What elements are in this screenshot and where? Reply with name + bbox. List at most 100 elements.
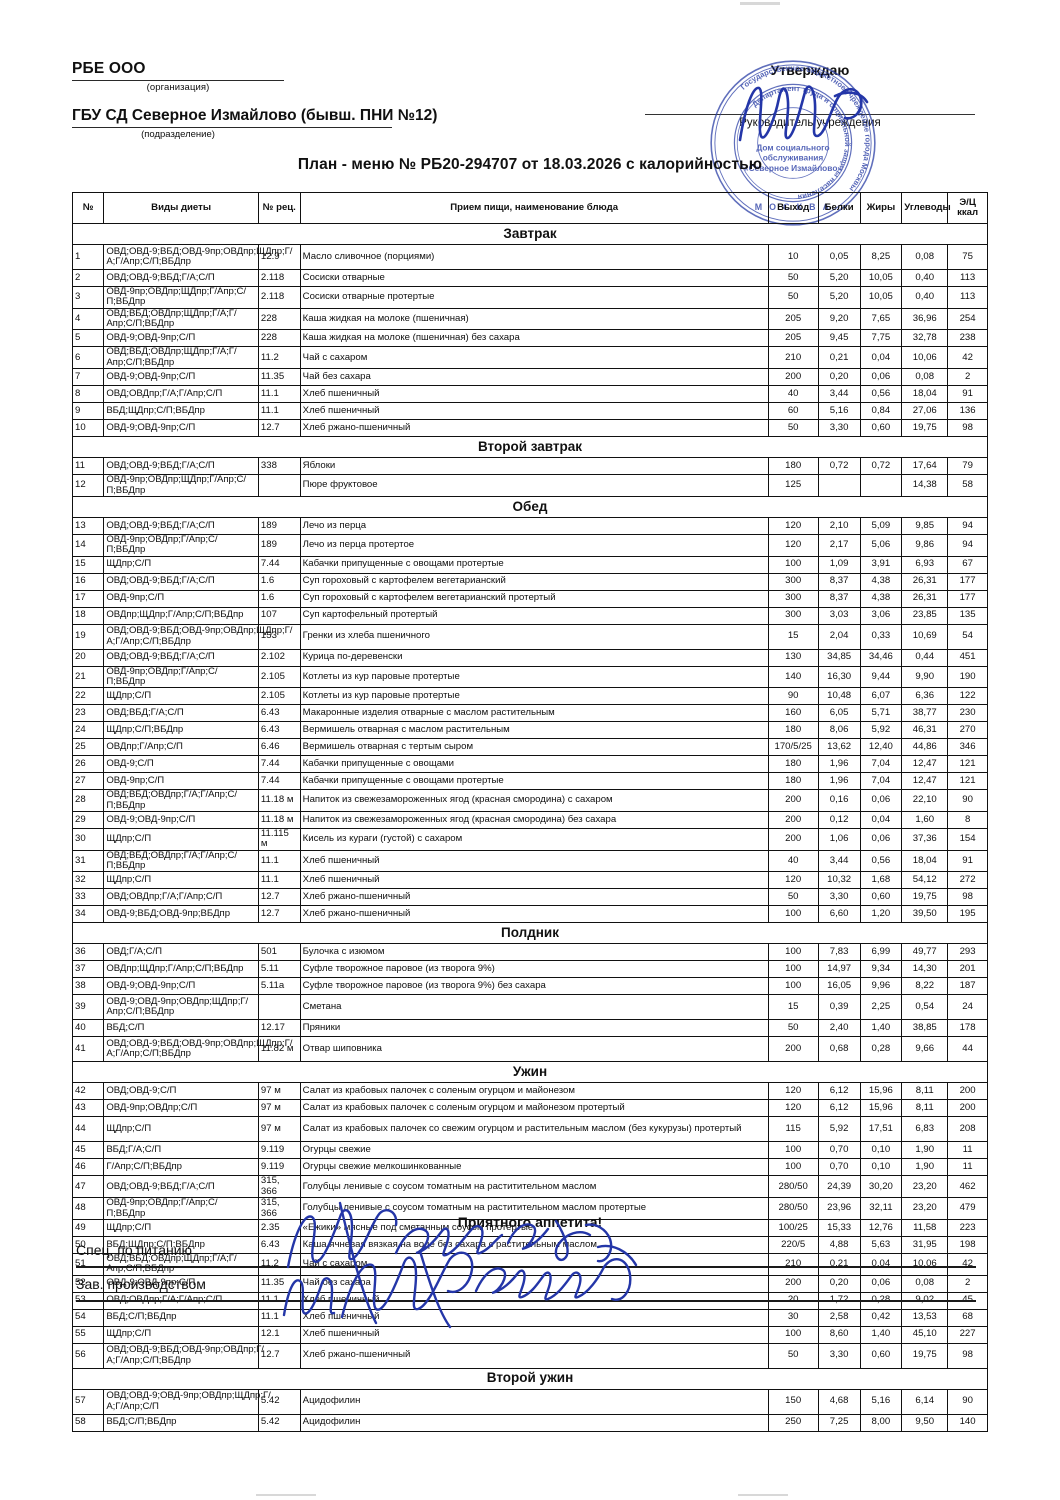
row-carbs: 10,06 [901,346,949,370]
row-dish-name: Котлеты из кур паровые протертые [299,687,769,706]
meal-section-label: Второй ужин [72,1367,988,1390]
row-diet-types: ОВД-9пр;ОВДпр;Г/Апр;С/П;ВБДпр [103,533,259,557]
row-protein: 2,10 [817,516,861,535]
table-row: 17 ОВД-9пр;С/П 1.6 Суп гороховый с картофел… [71,589,988,608]
row-kcal: 44 [947,1036,988,1063]
row-protein: 16,05 [817,977,861,996]
row-protein: 5,92 [817,1116,861,1143]
row-output: 210 [767,346,819,370]
row-kcal: 293 [947,943,988,962]
row-carbs: 18,04 [901,849,949,873]
row-diet-types: ОВД;ВБД;ОВДпр;Г/А;Г/Апр;С/П;ВБДпр [103,849,259,873]
row-recipe-number: 6.43 [257,704,301,723]
row-diet-types: ОВД-9пр;ОВДпр;ЩДпр;Г/Апр;С/П;ВБДпр [103,474,259,497]
table-row: 16 ОВД;ОВД-9;ВБД;Г/А;С/П 1.6 Суп гороховый … [71,572,988,591]
row-recipe-number: 7.44 [257,772,301,791]
footer-rule-2 [76,1300,976,1302]
row-dish-name: Хлеб пшеничный [299,849,769,873]
row-protein: 4,68 [817,1388,861,1415]
row-dish-name: Хлеб ржано-пшеничный [299,1342,769,1369]
row-recipe-number: 12.7 [257,905,301,924]
meal-section-label: Ужин [72,1061,988,1084]
row-protein: 6,05 [817,704,861,723]
row-protein: 0,21 [817,346,861,370]
row-dish-name: Хлеб пшеничный [299,1308,769,1327]
col-header-kcal: Э/Ц ккал [947,192,988,224]
col-header-dish: Прием пищи, наименование блюда [299,192,769,224]
row-dish-name: Вермишель отварная с тертым сыром [299,738,769,757]
row-carbs: 14,30 [901,960,949,979]
row-diet-types: ОВД-9;ОВД-9пр;С/П [103,811,259,830]
row-fat: 7,04 [859,772,903,791]
row-diet-types: ОВД;ОВД-9;ВБД;Г/А;С/П [103,648,259,667]
row-dish-name: Хлеб пшеничный [299,402,769,421]
row-number: 15 [71,555,105,574]
table-row: 57 ОВД;ОВД-9;ОВД-9пр;ОВДпр;ЩДпр;Г/А;Г/Апр… [71,1388,988,1415]
row-output: 280/50 [767,1175,819,1199]
row-kcal: 2 [947,368,988,387]
row-dish-name: Огурцы свежие [299,1141,769,1160]
row-number: 16 [71,572,105,591]
row-kcal: 122 [947,687,988,706]
table-row: 13 ОВД;ОВД-9;ВБД;Г/А;С/П 189 Лечо из перца 1… [71,516,988,535]
row-number: 9 [71,402,105,421]
row-protein: 0,72 [817,457,861,476]
row-dish-name: Вермишель отварная с маслом растительным [299,721,769,740]
row-dish-name: Кабачки припущенные с овощами протертые [299,772,769,791]
row-output: 100 [767,1325,819,1344]
row-kcal: 11 [947,1158,988,1177]
row-fat: 0,42 [859,1308,903,1327]
table-row: 55 ЩДпр;С/П 12.1 Хлеб пшеничный 100 8,60 1,40 4… [71,1325,988,1344]
row-fat: 0,06 [859,368,903,387]
table-row: 40 ВБД;С/П 12.17 Пряники 50 2,40 1,40 38,85 178 [71,1019,988,1038]
row-kcal: 178 [947,1019,988,1038]
row-number: 25 [71,738,105,757]
row-diet-types: ЩДпр;С/П [103,871,259,890]
row-carbs: 31,95 [901,1235,949,1254]
row-kcal: 94 [947,533,988,557]
row-dish-name: Отвар шиповника [299,1036,769,1063]
row-output: 120 [767,1099,819,1118]
row-diet-types: ОВД;ОВД-9;ВБД;Г/А;С/П [103,269,259,287]
row-output: 50 [767,1019,819,1038]
row-dish-name: Сосиски отварные [299,269,769,287]
row-number: 57 [71,1388,105,1415]
row-recipe-number: 11.82 м [257,1036,301,1063]
table-row: 43 ОВД-9пр;ОВДпр;С/П 97 м Салат из крабовых… [71,1099,988,1118]
row-diet-types: ОВД;ОВД-9;ВБД;ОВД-9пр;ОВДпр;ЩДпр;Г/А;Г/А… [103,1036,292,1063]
row-carbs: 23,20 [901,1175,949,1199]
row-fat: 0,60 [859,888,903,907]
row-output: 100 [767,1158,819,1177]
row-output: 50 [767,888,819,907]
row-number: 45 [71,1141,105,1160]
row-diet-types: ОВДпр;Г/Апр;С/П [103,738,259,757]
row-output: 90 [767,687,819,706]
row-kcal: 230 [947,704,988,723]
row-fat: 7,65 [859,307,903,331]
row-protein: 3,44 [817,385,861,404]
row-protein: 8,37 [817,572,861,591]
table-row: 12 ОВД-9пр;ОВДпр;ЩДпр;Г/Апр;С/П;ВБДпр Пюре… [71,474,988,497]
table-row: 3 ОВД-9пр;ОВДпр;ЩДпр;Г/Апр;С/П;ВБДпр 2.118… [71,286,988,309]
row-kcal: 136 [947,402,988,421]
table-row: 47 ОВД;ОВД-9;ВБД;Г/А;С/П 315, 366 Голубцы л… [71,1175,988,1199]
row-recipe-number: 2.118 [257,286,301,309]
row-dish-name: Хлеб ржано-пшеничный [299,905,769,924]
row-protein: 9,45 [817,329,861,348]
row-recipe-number [257,994,301,1021]
row-number: 24 [71,721,105,740]
scan-edge-mark-3 [740,2,780,5]
meal-section-header: Ужин [72,1061,988,1084]
row-output: 50 [767,286,819,309]
row-protein: 14,97 [817,960,861,979]
row-output: 60 [767,402,819,421]
row-kcal: 272 [947,871,988,890]
row-output: 300 [767,589,819,608]
row-recipe-number: 11.1 [257,402,301,421]
row-fat: 9,44 [859,665,903,689]
col-header-carbs: Углеводы [901,192,951,224]
row-carbs: 0,08 [901,244,949,270]
row-number: 55 [71,1325,105,1344]
row-dish-name: Кабачки припущенные с овощами протертые [299,555,769,574]
row-number: 41 [71,1036,105,1063]
